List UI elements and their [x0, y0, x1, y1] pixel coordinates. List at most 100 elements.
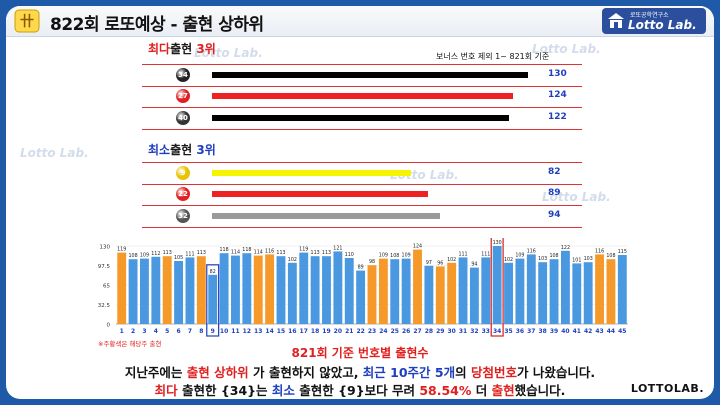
frequency-count: 130	[548, 69, 567, 79]
summary-text-segment: 지난주에는	[124, 365, 187, 380]
x-tick-label: 26	[402, 328, 410, 335]
chart-bar	[458, 257, 468, 324]
x-tick-label: 38	[538, 328, 546, 335]
bar-value-label: 109	[379, 253, 388, 259]
x-tick-label: 2	[131, 328, 135, 335]
bar-value-label: 101	[572, 257, 581, 263]
highlight-box	[490, 238, 504, 337]
x-tick-label: 20	[334, 328, 342, 335]
bar-value-label: 112	[151, 251, 160, 257]
chart-bar	[469, 267, 479, 324]
summary-text-segment: 당첨번호	[470, 365, 517, 380]
lotto-logo-icon: 卄	[14, 9, 40, 33]
highlight-box	[206, 264, 220, 337]
lotto-ball: 34	[176, 68, 190, 82]
x-tick-label: 25	[391, 328, 399, 335]
bar-value-label: 108	[390, 253, 399, 259]
x-tick-label: 14	[265, 328, 273, 335]
x-tick-label: 12	[243, 328, 251, 335]
header-bar: 卄 822회 로또예상 - 출현 상하위 로또공학연구소 Lotto Lab.	[6, 6, 714, 37]
ranking-row: 40 122	[142, 108, 582, 130]
frequency-bar	[212, 115, 509, 121]
x-tick-label: 32	[470, 328, 478, 335]
chart-bar	[515, 258, 525, 324]
bar-value-label: 114	[254, 250, 263, 256]
x-tick-label: 40	[561, 328, 569, 335]
x-tick-label: 35	[504, 328, 512, 335]
summary-text-segment: 더	[471, 383, 492, 398]
ranking-row: 22 89	[142, 184, 582, 206]
bar-value-label: 94	[471, 262, 477, 268]
chart-bar	[231, 255, 240, 324]
bar-value-label: 113	[197, 250, 206, 256]
chart-bar	[196, 256, 206, 324]
x-tick-label: 18	[311, 328, 319, 335]
bottom-section-title: 최소출현 3위	[148, 143, 216, 157]
bar-value-label: 103	[584, 256, 593, 262]
chart-bar	[140, 258, 149, 324]
y-tick-label: 32.5	[98, 303, 111, 309]
bar-value-label: 130	[493, 240, 502, 246]
x-tick-label: 39	[550, 328, 558, 335]
brand-name: Lotto Lab.	[628, 18, 697, 32]
watermark: Lotto Lab.	[532, 42, 601, 56]
brand-subtitle: 로또공학연구소	[630, 12, 669, 19]
bar-value-label: 113	[276, 250, 285, 256]
frequency-count: 122	[548, 112, 567, 122]
bar-value-label: 108	[128, 253, 137, 259]
chart-bar	[447, 262, 457, 324]
frequency-count: 94	[548, 210, 561, 220]
data-basis-note: 보너스 번호 제외 1~ 821회 기준	[436, 52, 550, 61]
lotto-ball: 27	[176, 89, 190, 103]
summary-text-segment: 출현	[491, 383, 515, 398]
chart-bar	[185, 257, 195, 324]
x-tick-label: 33	[482, 328, 490, 335]
chart-title: 821회 기준 번호별 출현수	[291, 346, 429, 360]
chart-bar	[526, 254, 536, 324]
x-tick-label: 11	[231, 328, 239, 335]
bar-value-label: 116	[265, 248, 274, 254]
summary-line-2: 최다 출현한 {34}는 최소 출현한 {9}보다 무려 58.54% 더 출현…	[6, 380, 714, 399]
x-tick-label: 1	[120, 328, 124, 335]
chart-bar	[401, 258, 411, 324]
x-tick-label: 23	[368, 328, 376, 335]
bar-value-label: 96	[437, 260, 443, 266]
x-tick-label: 44	[607, 328, 615, 335]
chart-bar	[253, 255, 263, 324]
summary-text-segment: 출현한 {34}는	[177, 383, 272, 398]
y-tick-label: 130	[100, 245, 111, 251]
bar-value-label: 108	[549, 253, 558, 259]
x-tick-label: 17	[300, 328, 308, 335]
summary-text-segment: 최다	[154, 383, 178, 398]
bar-value-label: 109	[140, 253, 149, 259]
x-tick-label: 37	[527, 328, 535, 335]
bar-value-label: 116	[595, 248, 604, 254]
lotto-ball: 32	[176, 209, 190, 223]
bar-value-label: 119	[299, 247, 308, 253]
svg-text:卄: 卄	[20, 14, 34, 30]
lotto-ball: 40	[176, 111, 190, 125]
bar-value-label: 118	[220, 247, 229, 253]
chart-bar	[367, 265, 377, 324]
bar-value-label: 97	[426, 260, 432, 266]
chart-bar	[435, 266, 445, 324]
x-tick-label: 27	[413, 328, 421, 335]
chart-bar	[162, 256, 172, 324]
chart-bar	[276, 256, 286, 324]
bar-value-label: 89	[358, 265, 364, 271]
frequency-bar-chart: 13097.56532.5011911082109311241135105611…	[98, 238, 628, 337]
chart-bar	[128, 259, 138, 324]
bar-value-label: 105	[174, 255, 183, 261]
x-tick-label: 4	[154, 328, 158, 335]
chart-bar	[378, 258, 388, 324]
chart-bar	[174, 261, 184, 324]
summary-text-segment: 최근 10주간 5개	[362, 365, 456, 380]
chart-bar	[390, 259, 400, 324]
frequency-bar	[212, 170, 411, 176]
chart-bar	[549, 259, 559, 324]
chart-bar	[583, 262, 593, 324]
bar-value-label: 109	[402, 253, 411, 259]
chart-bar	[595, 254, 604, 324]
x-tick-label: 16	[288, 328, 296, 335]
chart-bar	[572, 263, 582, 324]
